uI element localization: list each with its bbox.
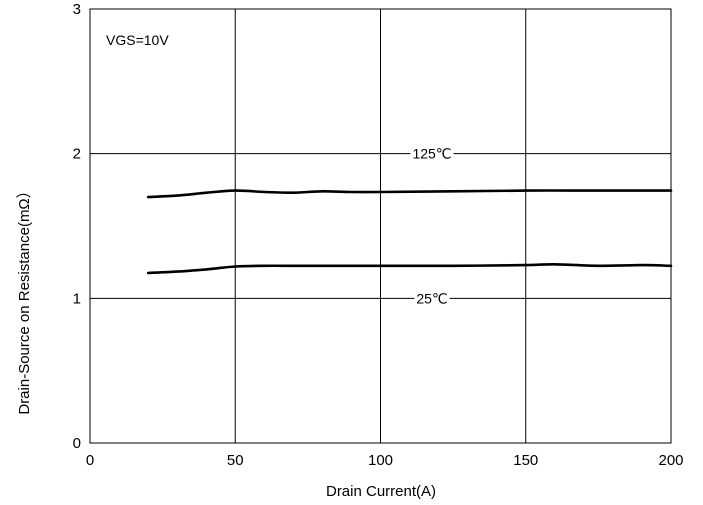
y-tick-label: 3 — [73, 1, 81, 18]
x-axis-label: Drain Current(A) — [326, 483, 436, 500]
series-line-125c — [146, 189, 673, 199]
annotations: VGS=10V 125℃ 25℃ — [106, 32, 454, 307]
svg-text:25℃: 25℃ — [416, 290, 447, 306]
x-tick-label: 50 — [227, 452, 244, 469]
x-tick-label: 0 — [86, 452, 94, 469]
svg-text:125℃: 125℃ — [412, 146, 451, 162]
curves — [146, 189, 673, 275]
series-label-125c: 125℃ — [410, 145, 454, 162]
series-line-25c — [146, 262, 673, 275]
y-axis-label: Drain-Source on Resistance(mΩ） — [16, 183, 33, 414]
x-tick-label: 200 — [658, 452, 683, 469]
y-tick-label: 0 — [73, 435, 81, 452]
series-label-25c: 25℃ — [414, 290, 450, 307]
x-tick-label: 150 — [513, 452, 538, 469]
tick-labels: 0 50 100 150 200 0 1 2 3 — [73, 1, 684, 469]
vgs-annotation: VGS=10V — [106, 32, 169, 48]
y-tick-label: 1 — [73, 290, 81, 307]
grid — [89, 8, 672, 444]
y-tick-label: 2 — [73, 146, 81, 163]
x-tick-label: 100 — [368, 452, 393, 469]
